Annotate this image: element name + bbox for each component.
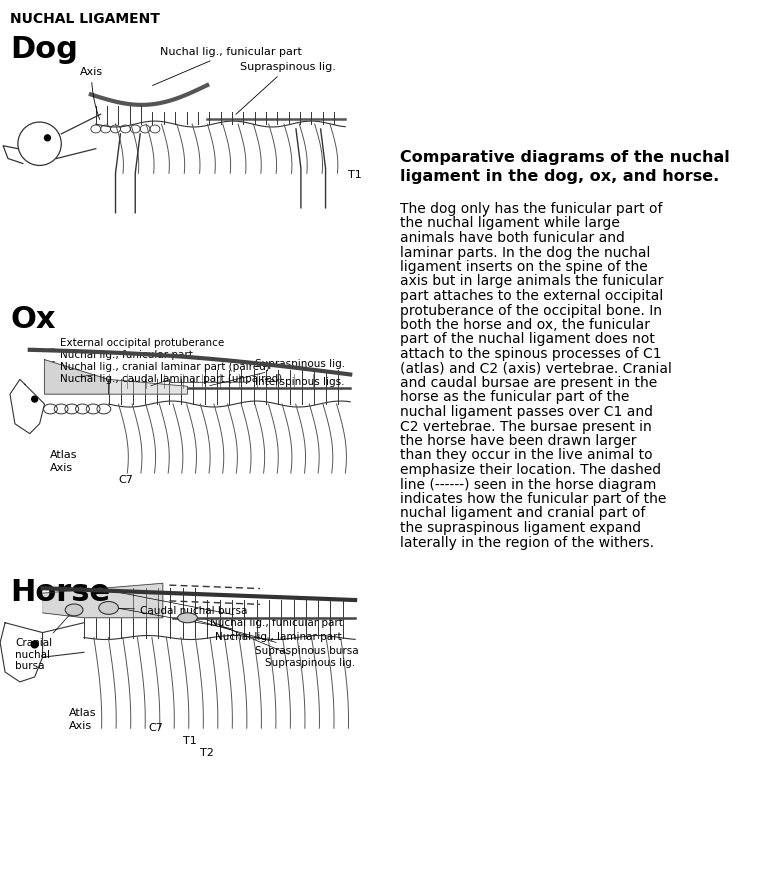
Text: Comparative diagrams of the nuchal
ligament in the dog, ox, and horse.: Comparative diagrams of the nuchal ligam… — [400, 150, 730, 184]
Text: laterally in the region of the withers.: laterally in the region of the withers. — [400, 535, 654, 550]
Text: ligament inserts on the spine of the: ligament inserts on the spine of the — [400, 260, 647, 274]
Text: T1: T1 — [348, 170, 362, 180]
Circle shape — [45, 135, 51, 141]
Text: part attaches to the external occipital: part attaches to the external occipital — [400, 289, 664, 303]
Polygon shape — [108, 380, 187, 394]
Text: Axis: Axis — [69, 721, 92, 732]
Polygon shape — [45, 360, 108, 394]
Text: emphasize their location. The dashed: emphasize their location. The dashed — [400, 463, 661, 477]
Text: Supraspinous lig.: Supraspinous lig. — [236, 62, 336, 114]
Text: Dog: Dog — [10, 35, 78, 64]
Text: both the horse and ox, the funicular: both the horse and ox, the funicular — [400, 318, 650, 332]
Text: Axis: Axis — [80, 67, 103, 119]
Text: Interspinous ligs.: Interspinous ligs. — [170, 377, 345, 387]
Text: (atlas) and C2 (axis) vertebrae. Cranial: (atlas) and C2 (axis) vertebrae. Cranial — [400, 362, 672, 375]
Text: T2: T2 — [200, 748, 214, 758]
Ellipse shape — [99, 601, 118, 614]
Text: Axis: Axis — [49, 463, 72, 473]
Text: animals have both funicular and: animals have both funicular and — [400, 231, 625, 245]
Ellipse shape — [177, 613, 197, 623]
Text: Atlas: Atlas — [49, 450, 77, 461]
Text: part of the nuchal ligament does not: part of the nuchal ligament does not — [400, 332, 655, 347]
Text: laminar parts. In the dog the nuchal: laminar parts. In the dog the nuchal — [400, 246, 650, 259]
Text: The dog only has the funicular part of: The dog only has the funicular part of — [400, 202, 663, 216]
Text: Supraspinous lig.: Supraspinous lig. — [210, 359, 345, 386]
Text: C2 vertebrae. The bursae present in: C2 vertebrae. The bursae present in — [400, 420, 652, 434]
Text: Nuchal lig., funicular part: Nuchal lig., funicular part — [113, 592, 343, 628]
Text: C7: C7 — [148, 723, 163, 733]
Circle shape — [31, 641, 38, 648]
Text: than they occur in the live animal to: than they occur in the live animal to — [400, 448, 653, 462]
Text: T1: T1 — [183, 736, 197, 746]
Text: line (------) seen in the horse diagram: line (------) seen in the horse diagram — [400, 478, 657, 492]
Text: Nuchal lig., funicular part: Nuchal lig., funicular part — [153, 47, 302, 86]
Text: nuchal ligament and cranial part of: nuchal ligament and cranial part of — [400, 506, 645, 520]
Polygon shape — [42, 584, 163, 617]
Text: Supraspinous lig.: Supraspinous lig. — [205, 619, 355, 668]
Text: Nuchal lig., caudal laminar part (unpaired): Nuchal lig., caudal laminar part (unpair… — [60, 374, 283, 386]
Text: Nuchal lig., laminar part: Nuchal lig., laminar part — [105, 606, 342, 642]
Text: attach to the spinous processes of C1: attach to the spinous processes of C1 — [400, 347, 661, 361]
Text: nuchal ligament passes over C1 and: nuchal ligament passes over C1 and — [400, 405, 653, 419]
Text: Nuchal lig., cranial laminar part (paired): Nuchal lig., cranial laminar part (paire… — [60, 362, 270, 377]
Text: Atlas: Atlas — [69, 708, 97, 718]
Text: Cranial
nuchal
bursa: Cranial nuchal bursa — [15, 612, 72, 671]
Text: the nuchal ligament while large: the nuchal ligament while large — [400, 217, 620, 231]
Text: Caudal nuchal bursa: Caudal nuchal bursa — [111, 606, 247, 616]
Text: axis but in large animals the funicular: axis but in large animals the funicular — [400, 274, 664, 289]
Text: the horse have been drawn larger: the horse have been drawn larger — [400, 434, 637, 448]
Text: the supraspinous ligament expand: the supraspinous ligament expand — [400, 521, 641, 535]
Text: External occipital protuberance: External occipital protuberance — [42, 338, 224, 349]
Text: protuberance of the occipital bone. In: protuberance of the occipital bone. In — [400, 304, 662, 317]
Text: NUCHAL LIGAMENT: NUCHAL LIGAMENT — [10, 12, 160, 26]
Text: Ox: Ox — [10, 305, 55, 334]
Ellipse shape — [65, 604, 83, 616]
Text: Supraspinous bursa: Supraspinous bursa — [190, 618, 359, 656]
Text: C7: C7 — [118, 475, 134, 485]
Text: Horse: Horse — [10, 578, 110, 607]
Text: and caudal bursae are present in the: and caudal bursae are present in the — [400, 376, 657, 390]
Text: indicates how the funicular part of the: indicates how the funicular part of the — [400, 492, 667, 506]
Text: Nuchal lig., funicular part: Nuchal lig., funicular part — [52, 350, 193, 362]
Circle shape — [31, 396, 38, 402]
Text: horse as the funicular part of the: horse as the funicular part of the — [400, 390, 629, 405]
